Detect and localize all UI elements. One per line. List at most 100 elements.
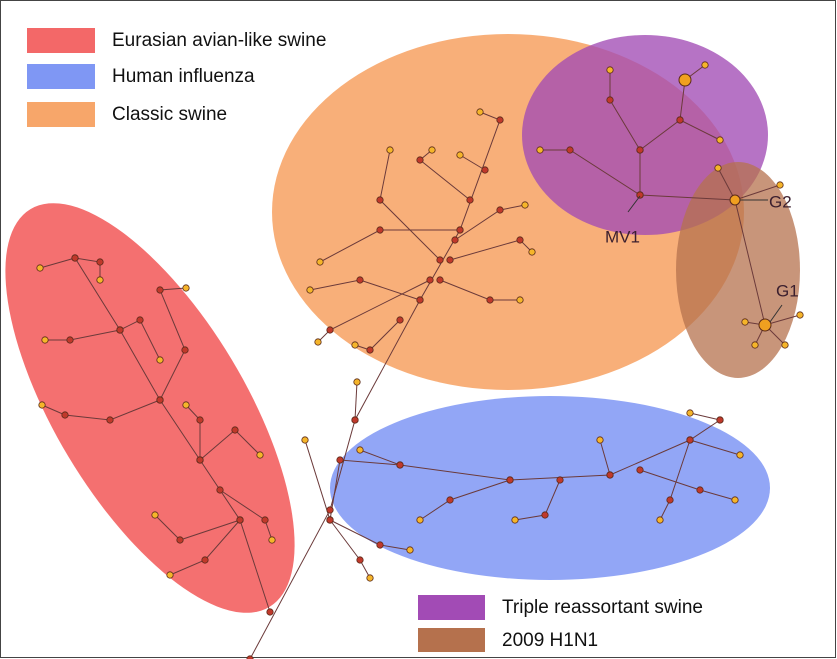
inner-node (436, 256, 444, 264)
inner-node (236, 516, 244, 524)
leaf-node (38, 401, 46, 409)
inner-node (71, 254, 79, 262)
inner-node (196, 416, 204, 424)
annotation-leader (627, 195, 641, 213)
inner-node (266, 608, 274, 616)
annotation-label: G2 (769, 192, 792, 211)
branch (359, 449, 401, 466)
inner-node (196, 456, 204, 464)
inner-node (456, 226, 464, 234)
inner-node (606, 96, 614, 104)
inner-node (396, 461, 404, 469)
legend-label: Classic swine (112, 104, 227, 125)
inner-node (356, 556, 364, 564)
leaf-node (96, 276, 104, 284)
inner-node (696, 486, 704, 494)
inner-node (466, 196, 474, 204)
inner-node (156, 396, 164, 404)
leaf-node (736, 451, 744, 459)
inner-node (356, 276, 364, 284)
branch (679, 119, 721, 141)
hub-node (729, 194, 741, 206)
inner-node (351, 416, 359, 424)
inner-node (446, 256, 454, 264)
clusters (5, 34, 800, 613)
inner-node (66, 336, 74, 344)
branch (639, 64, 706, 151)
branch (689, 412, 721, 421)
leaf-node (416, 516, 424, 524)
inner-node (201, 556, 209, 564)
branch (41, 399, 161, 421)
inner-node (636, 146, 644, 154)
legend-swatch (27, 64, 95, 89)
legend-swatch (27, 28, 95, 53)
leaf-node (406, 546, 414, 554)
leaf-node (166, 571, 174, 579)
leaf-node (306, 286, 314, 294)
inner-node (451, 236, 459, 244)
legend-swatch (27, 102, 95, 127)
tree (36, 61, 804, 659)
inner-node (96, 258, 104, 266)
leaf-node (521, 201, 529, 209)
inner-node (556, 476, 564, 484)
leaf-node (366, 574, 374, 582)
legend-swatch (418, 628, 485, 652)
leaf-node (41, 336, 49, 344)
leaf-node (751, 341, 759, 349)
branch (689, 439, 741, 456)
inner-node (426, 276, 434, 284)
leaf-node (353, 378, 361, 386)
leaf-node (351, 341, 359, 349)
inner-node (666, 496, 674, 504)
inner-node (396, 316, 404, 324)
inner-node (541, 511, 549, 519)
legend-label: Triple reassortant swine (502, 597, 703, 618)
leaf-node (476, 108, 484, 116)
inner-node (216, 486, 224, 494)
leaf-node (256, 451, 264, 459)
leaf-node (156, 356, 164, 364)
leaf-node (536, 146, 544, 154)
cluster-eurasian (5, 203, 295, 613)
inner-node (606, 471, 614, 479)
inner-node (486, 296, 494, 304)
leaf-node (596, 436, 604, 444)
inner-node (686, 436, 694, 444)
inner-node (436, 276, 444, 284)
leaf-node (714, 164, 722, 172)
branch (159, 287, 187, 401)
inner-node (326, 516, 334, 524)
inner-node (376, 226, 384, 234)
inner-node (376, 541, 384, 549)
leaf-node (314, 338, 322, 346)
hub-node (678, 73, 692, 87)
branch (459, 154, 486, 171)
leaf-node (606, 66, 614, 74)
leaf-node (776, 181, 784, 189)
legend-label: Human influenza (112, 66, 255, 87)
leaf-node (796, 311, 804, 319)
branch (599, 439, 611, 476)
inner-node (181, 346, 189, 354)
legend-top: Eurasian avian-like swine Human influenz… (27, 28, 326, 127)
leaf-node (151, 511, 159, 519)
leaf-node (731, 496, 739, 504)
branch (717, 167, 736, 201)
leaf-node (386, 146, 394, 154)
inner-node (231, 426, 239, 434)
branch (354, 381, 358, 421)
annotations: MV1 G2 G1 (605, 192, 799, 323)
leaf-node (316, 258, 324, 266)
leaf-node (301, 436, 309, 444)
inner-node (481, 166, 489, 174)
inner-node (676, 116, 684, 124)
leaf-node (686, 409, 694, 417)
annotation-leader (769, 304, 783, 323)
leaf-node (741, 318, 749, 326)
inner-node (496, 206, 504, 214)
leaf-node (428, 146, 436, 154)
